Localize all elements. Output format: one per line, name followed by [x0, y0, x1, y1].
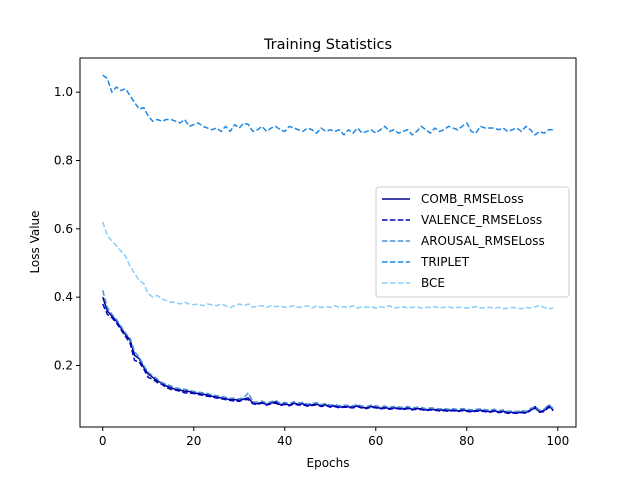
legend: COMB_RMSELoss VALENCE_RMSELoss AROUSAL_RMS… — [375, 186, 570, 298]
y-axis-label: Loss Value — [28, 210, 42, 273]
x-axis: 0 20 40 60 80 100 — [99, 427, 569, 448]
series-line-arousal-rmseloss — [102, 290, 554, 413]
x-tick-label: 80 — [459, 434, 474, 448]
y-tick-label: 0.4 — [54, 290, 73, 304]
y-tick-label: 0.2 — [54, 359, 73, 373]
series-line-triplet — [102, 74, 554, 136]
series-line-valence-rmseloss — [102, 303, 554, 415]
plot-area-frame — [79, 57, 577, 428]
x-tick-label: 100 — [546, 434, 569, 448]
legend-label: BCE — [421, 276, 445, 290]
x-tick-label: 40 — [277, 434, 292, 448]
x-axis-label: Epochs — [307, 456, 350, 470]
chart-title: Training Statistics — [263, 37, 392, 53]
series-layer — [102, 74, 554, 415]
series-line-bce — [102, 221, 554, 310]
x-tick-label: 60 — [368, 434, 383, 448]
legend-label: VALENCE_RMSELoss — [421, 213, 542, 227]
y-axis: 0.2 0.4 0.6 0.8 1.0 — [54, 85, 80, 373]
y-tick-label: 0.6 — [54, 222, 73, 236]
y-tick-label: 1.0 — [54, 85, 73, 99]
legend-box — [375, 186, 570, 298]
x-tick-label: 0 — [99, 434, 107, 448]
y-tick-label: 0.8 — [54, 154, 73, 168]
legend-label: TRIPLET — [420, 255, 470, 269]
x-tick-label: 20 — [186, 434, 201, 448]
legend-label: COMB_RMSELoss — [421, 192, 524, 206]
legend-label: AROUSAL_RMSELoss — [421, 234, 545, 248]
